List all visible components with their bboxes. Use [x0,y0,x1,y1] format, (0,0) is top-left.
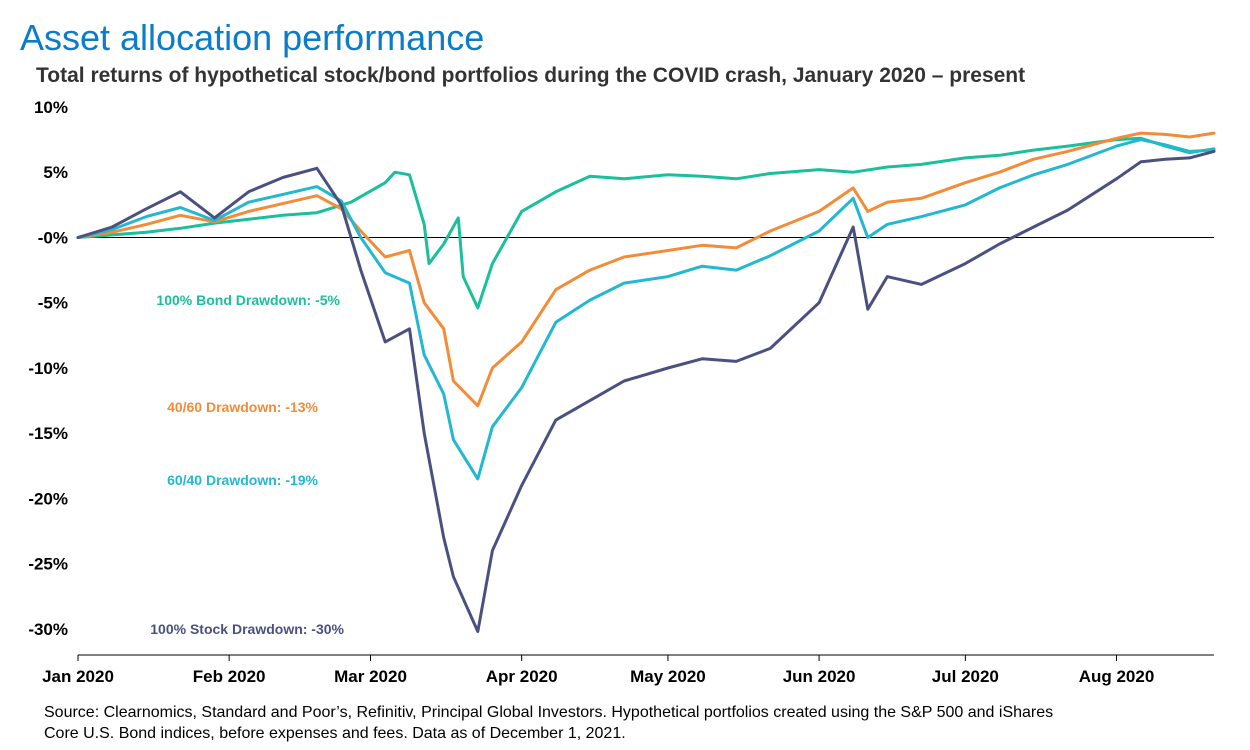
y-tick-label: -20% [28,489,68,508]
x-tick-label: Jun 2020 [783,667,856,686]
x-tick-label: Jan 2020 [42,667,114,686]
series-line-100-stock [76,149,1216,633]
chart-title: Asset allocation performance [20,17,485,58]
source-line-1: Source: Clearnomics, Standard and Poor’s… [44,704,1054,721]
y-tick-label: -30% [28,620,68,639]
drawdown-annotation: 40/60 Drawdown: -13% [167,399,318,415]
drawdown-annotation: 100% Bond Drawdown: -5% [156,292,340,308]
y-tick-label: -15% [28,424,68,443]
drawdown-annotations: 100% Bond Drawdown: -5% 40/60 Drawdown: -… [150,292,344,637]
x-tick-label: Apr 2020 [486,667,558,686]
x-tick-label: Aug 2020 [1079,667,1155,686]
x-axis: Jan 2020 Feb 2020 Mar 2020 Apr 2020 May 2020… [42,654,1214,686]
drawdown-annotation: 60/40 Drawdown: -19% [167,472,318,488]
chart-subtitle: Total returns of hypothetical stock/bond… [36,64,1026,87]
x-tick-label: Feb 2020 [193,667,266,686]
source-line-2: Core U.S. Bond indices, before expenses … [44,725,626,742]
x-tick-label: Mar 2020 [334,667,407,686]
x-tick-label: May 2020 [630,667,706,686]
series-line-100-bond [76,136,1216,310]
y-axis: 10% 5% -0% -5% -10% -15% -20% -25% -30% [28,98,68,639]
y-tick-label: -10% [28,359,68,378]
x-tick-label: Jul 2020 [932,667,999,686]
drawdown-annotation: 100% Stock Drawdown: -30% [150,621,344,637]
series-lines [76,131,1216,633]
source-note: Source: Clearnomics, Standard and Poor’s… [44,702,1224,744]
y-tick-label: -5% [38,294,68,313]
y-tick-label: 10% [34,98,68,117]
line-chart: 10% 5% -0% -5% -10% -15% -20% -25% -30% Jan 2020… [28,98,1216,686]
y-tick-label: 5% [43,163,68,182]
series-line-60-40 [76,138,1216,481]
y-tick-label: -25% [28,555,68,574]
series-line-40-60 [76,131,1216,408]
y-tick-label: -0% [38,228,68,247]
